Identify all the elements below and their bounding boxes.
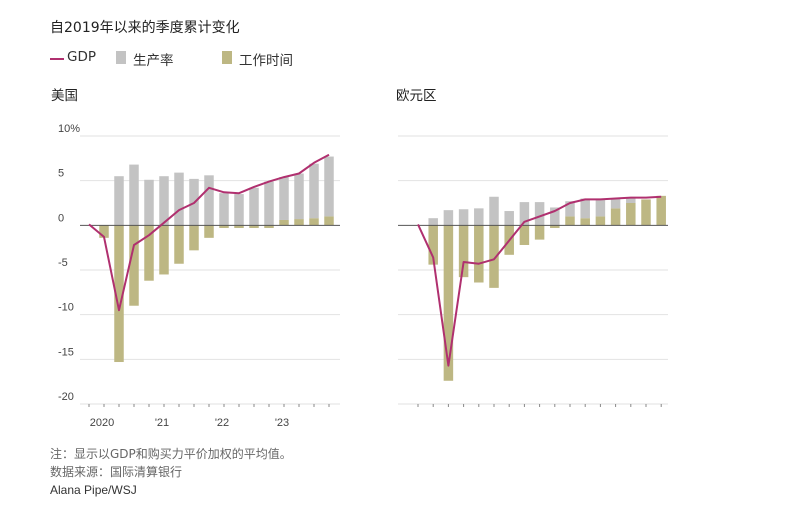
us-bar-hours — [249, 225, 259, 229]
us-bar-hours — [174, 225, 184, 264]
us-bar-hours — [129, 225, 139, 306]
eurozone-bar-hours — [641, 199, 651, 226]
chart-title: 自2019年以来的季度累计变化 — [50, 20, 240, 36]
us-bar-hours — [204, 225, 214, 238]
eurozone-bar-productivity — [565, 201, 575, 217]
us-xtick-label: '23 — [275, 417, 289, 429]
us-bar-productivity — [279, 177, 289, 220]
us-bar-hours — [264, 225, 274, 229]
us-ytick-label: -20 — [58, 391, 74, 403]
us-ytick-label: -10 — [58, 302, 74, 314]
eurozone-bar-hours — [595, 216, 606, 226]
eurozone-bar-hours — [610, 208, 621, 226]
us-bar-hours — [219, 225, 229, 229]
legend-label-hours: 工作时间 — [239, 53, 293, 69]
us-ytick-label: 10% — [58, 123, 80, 135]
eurozone-bar-productivity — [428, 218, 438, 226]
eurozone-gdp-line — [417, 195, 662, 367]
credit-text: Alana Pipe/WSJ — [50, 483, 137, 497]
us-bar-hours — [279, 219, 289, 226]
eurozone-bar-hours — [534, 225, 545, 240]
us-bar-productivity — [219, 193, 229, 226]
us-bar-hours — [234, 225, 244, 229]
us-bar-hours — [159, 225, 169, 275]
eurozone-bar-productivity — [519, 202, 530, 226]
eurozone-bar-hours — [458, 225, 469, 278]
us-bar-productivity — [324, 156, 334, 217]
eurozone-bar-hours — [443, 225, 454, 381]
eurozone-bar-hours — [550, 225, 560, 229]
source-text: 数据来源：国际清算银行 — [50, 465, 183, 479]
eurozone-bar-hours — [626, 203, 636, 226]
eurozone-bar-productivity — [550, 207, 560, 226]
us-bar-hours — [294, 219, 304, 226]
eurozone-bar-productivity — [595, 198, 606, 217]
us-bar-productivity — [204, 175, 214, 226]
eurozone-bar-productivity — [610, 198, 621, 209]
us-bar-productivity — [264, 181, 274, 226]
us-gdp-line — [88, 153, 330, 312]
us-xtick-label: '21 — [155, 417, 169, 429]
legend-swatch-productivity — [116, 51, 126, 64]
eurozone-bar-hours — [580, 218, 590, 226]
us-bar-productivity — [234, 194, 244, 226]
eurozone-bar-productivity — [504, 211, 514, 226]
legend-label-productivity: 生产率 — [133, 53, 174, 69]
us-xtick-label: 2020 — [90, 417, 114, 429]
legend-swatch-hours — [222, 51, 232, 64]
us-bar-hours — [189, 225, 199, 251]
us-ytick-label: -15 — [58, 346, 74, 358]
eurozone-bar-productivity — [626, 197, 636, 203]
us-xtick-label: '22 — [215, 417, 229, 429]
us-bar-productivity — [249, 187, 259, 226]
eurozone-bar-hours — [428, 225, 438, 265]
eurozone-bar-hours — [565, 216, 575, 226]
us-bar-productivity — [294, 173, 304, 220]
us-bar-productivity — [309, 163, 319, 219]
us-bar-hours — [324, 216, 334, 226]
us-bar-productivity — [159, 176, 169, 226]
legend-swatch-gdp — [50, 58, 64, 60]
us-ytick-label: -5 — [58, 257, 68, 269]
footnotes: 注：显示以GDP和购买力平价加权的平均值。 数据来源：国际清算银行 Alana … — [50, 445, 292, 499]
us-ytick-label: 5 — [58, 168, 64, 180]
eurozone-bar-productivity — [534, 202, 545, 226]
us-bar-productivity — [144, 179, 154, 226]
eurozone-bar-productivity — [474, 208, 484, 226]
us-bar-hours — [99, 225, 109, 238]
us-bar-hours — [309, 218, 319, 226]
note-text: 注：显示以GDP和购买力平价加权的平均值。 — [50, 447, 292, 461]
eurozone-bar-hours — [519, 225, 530, 245]
eurozone-bar-productivity — [458, 209, 469, 226]
us-bar-productivity — [114, 176, 124, 226]
eurozone-bar-productivity — [580, 198, 590, 219]
us-ytick-label: 0 — [58, 212, 64, 224]
legend-label-gdp: GDP — [67, 49, 96, 65]
eurozone-bar-hours — [474, 225, 484, 283]
eurozone-bar-productivity — [489, 196, 499, 226]
us-bar-productivity — [174, 172, 184, 226]
us-bar-hours — [114, 225, 124, 363]
us-bar-productivity — [129, 164, 139, 226]
panel-title-eurozone: 欧元区 — [396, 88, 437, 104]
panel-title-us: 美国 — [51, 88, 78, 104]
eurozone-bar-productivity — [443, 210, 454, 226]
us-bar-hours — [144, 225, 154, 281]
eurozone-bar-hours — [656, 195, 666, 226]
eurozone-bar-hours — [489, 225, 499, 288]
